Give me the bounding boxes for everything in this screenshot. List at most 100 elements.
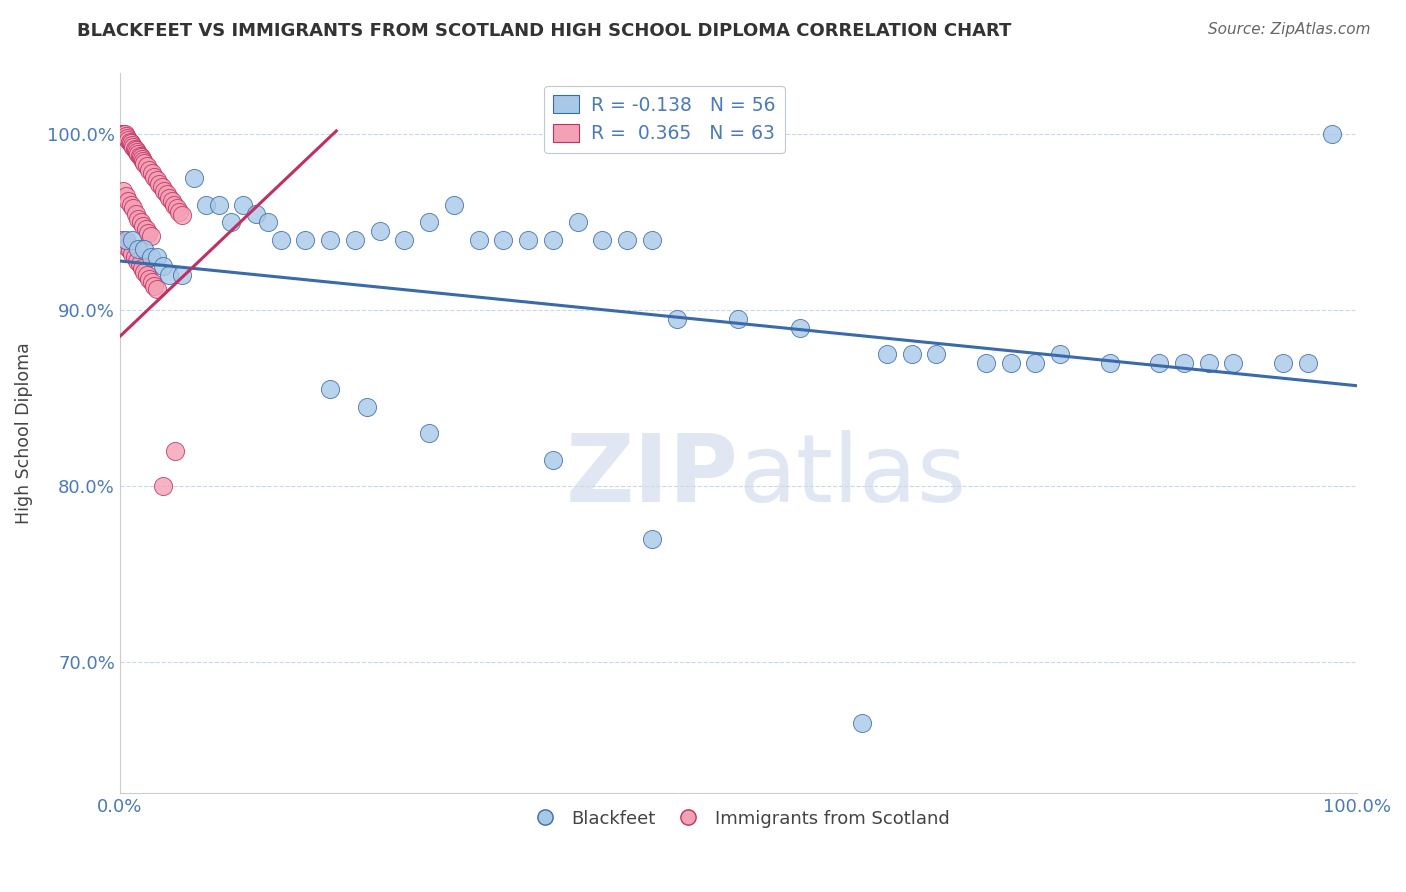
Point	[152, 479, 174, 493]
Point	[131, 152, 153, 166]
Point	[665, 312, 688, 326]
Point	[120, 198, 142, 212]
Point	[1049, 347, 1071, 361]
Point	[319, 382, 342, 396]
Point	[132, 153, 155, 168]
Point	[125, 206, 148, 220]
Point	[170, 268, 193, 282]
Point	[114, 236, 136, 251]
Point	[851, 716, 873, 731]
Point	[128, 148, 150, 162]
Point	[167, 204, 190, 219]
Point	[876, 347, 898, 361]
Point	[160, 194, 183, 209]
Point	[138, 162, 160, 177]
Point	[120, 136, 142, 151]
Point	[146, 282, 169, 296]
Point	[112, 184, 135, 198]
Point	[125, 145, 148, 159]
Point	[129, 215, 152, 229]
Text: atlas: atlas	[738, 430, 967, 523]
Point	[127, 146, 149, 161]
Point	[115, 240, 138, 254]
Point	[208, 198, 231, 212]
Point	[925, 347, 948, 361]
Point	[1147, 356, 1170, 370]
Point	[591, 233, 613, 247]
Point	[121, 247, 143, 261]
Point	[1322, 128, 1344, 142]
Point	[165, 443, 187, 458]
Point	[115, 233, 138, 247]
Point	[157, 191, 180, 205]
Point	[1024, 356, 1046, 370]
Point	[127, 242, 149, 256]
Point	[1271, 356, 1294, 370]
Point	[129, 150, 152, 164]
Point	[125, 143, 148, 157]
Point	[141, 166, 163, 180]
Point	[134, 242, 156, 256]
Point	[117, 194, 139, 209]
Point	[294, 233, 316, 247]
Point	[195, 198, 218, 212]
Point	[132, 219, 155, 233]
Point	[567, 215, 589, 229]
Point	[111, 233, 134, 247]
Point	[257, 215, 280, 229]
Point	[219, 215, 242, 229]
Point	[418, 426, 440, 441]
Point	[136, 268, 159, 282]
Point	[136, 226, 159, 240]
Point	[152, 259, 174, 273]
Point	[789, 320, 811, 334]
Point	[118, 244, 141, 258]
Point	[157, 268, 180, 282]
Point	[467, 233, 489, 247]
Point	[131, 260, 153, 275]
Point	[270, 233, 292, 247]
Point	[641, 532, 664, 546]
Point	[974, 356, 997, 370]
Point	[122, 201, 145, 215]
Point	[900, 347, 922, 361]
Point	[1000, 356, 1022, 370]
Text: Source: ZipAtlas.com: Source: ZipAtlas.com	[1208, 22, 1371, 37]
Point	[1296, 356, 1319, 370]
Point	[641, 233, 664, 247]
Point	[112, 128, 135, 142]
Point	[122, 140, 145, 154]
Point	[139, 251, 162, 265]
Point	[138, 271, 160, 285]
Point	[153, 184, 176, 198]
Point	[128, 258, 150, 272]
Point	[148, 177, 170, 191]
Point	[115, 189, 138, 203]
Text: ZIP: ZIP	[565, 430, 738, 523]
Legend: Blackfeet, Immigrants from Scotland: Blackfeet, Immigrants from Scotland	[519, 802, 957, 835]
Point	[394, 233, 416, 247]
Point	[443, 198, 465, 212]
Point	[232, 198, 254, 212]
Point	[1098, 356, 1121, 370]
Point	[127, 211, 149, 226]
Point	[343, 233, 366, 247]
Point	[117, 133, 139, 147]
Point	[146, 173, 169, 187]
Point	[150, 180, 173, 194]
Point	[1222, 356, 1244, 370]
Point	[166, 201, 188, 215]
Point	[1173, 356, 1195, 370]
Point	[121, 233, 143, 247]
Point	[115, 131, 138, 145]
Point	[368, 224, 391, 238]
Point	[114, 128, 136, 142]
Point	[121, 138, 143, 153]
Point	[170, 208, 193, 222]
Point	[134, 264, 156, 278]
Point	[124, 142, 146, 156]
Point	[124, 251, 146, 265]
Point	[111, 128, 134, 142]
Point	[319, 233, 342, 247]
Point	[1198, 356, 1220, 370]
